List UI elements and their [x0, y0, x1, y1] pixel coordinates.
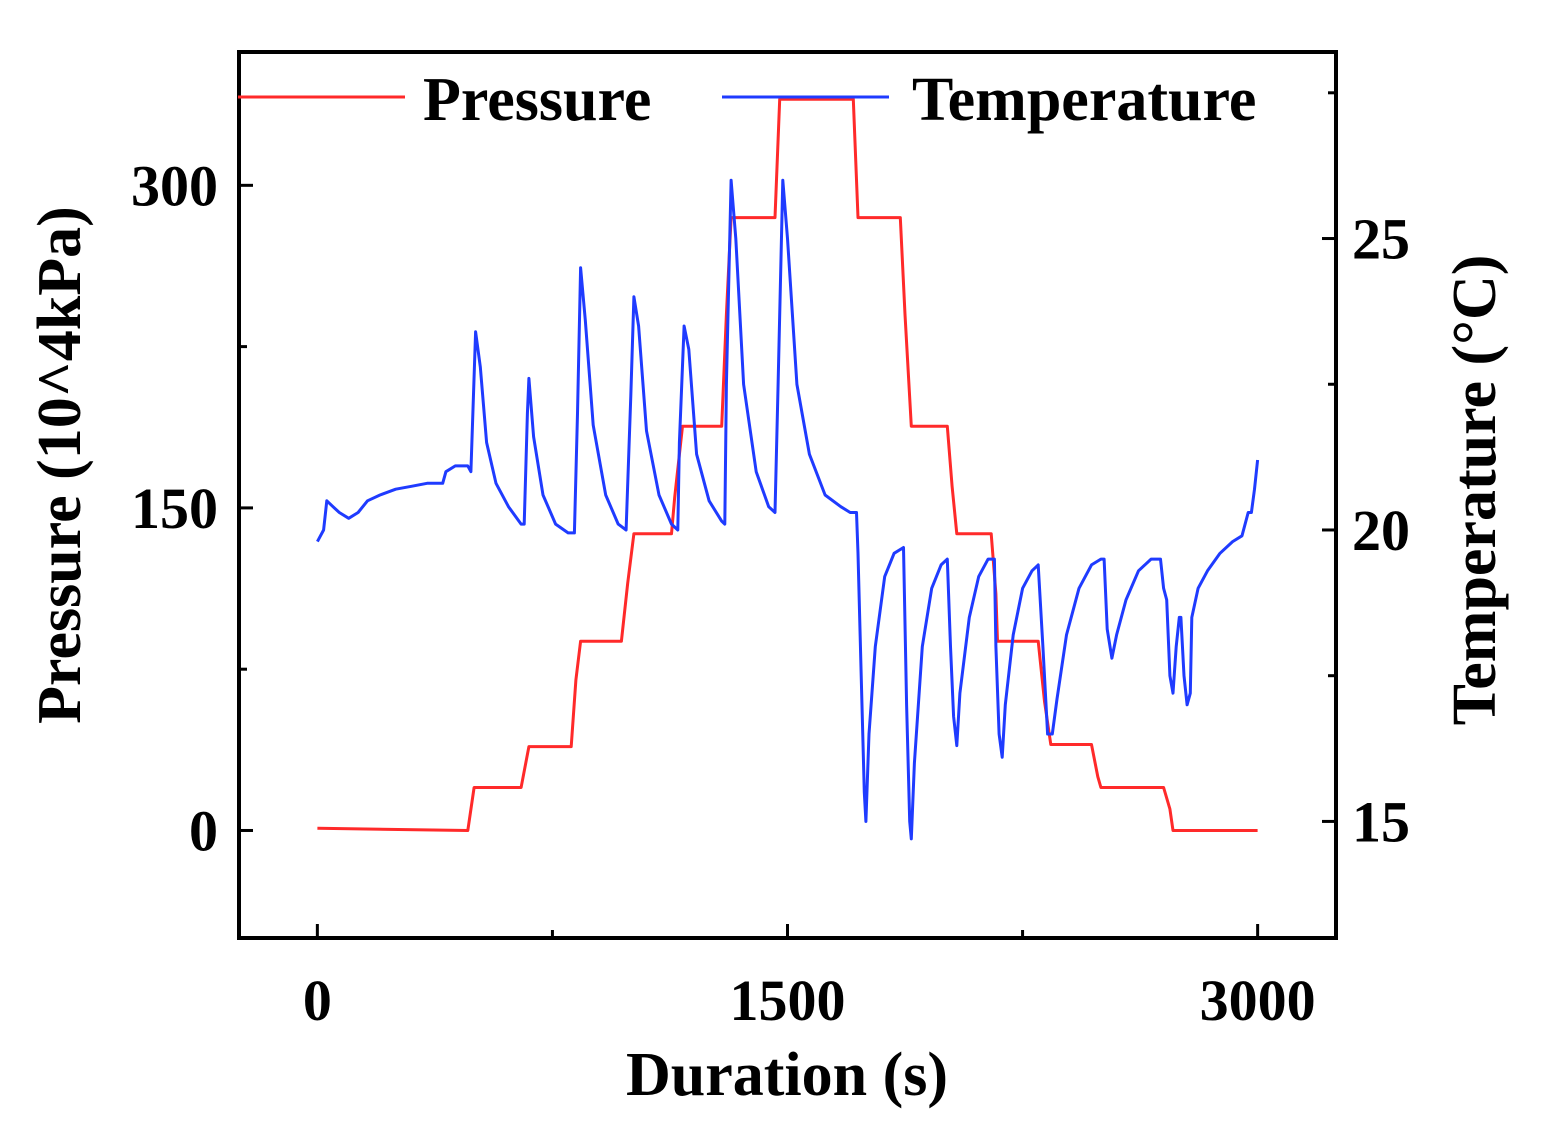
x-axis-ticks	[315, 924, 1260, 938]
right-y-tick-label: 20	[1352, 498, 1410, 563]
plot-frame	[237, 50, 1338, 940]
right-y-axis-title: Temperature (°C)	[1441, 255, 1509, 726]
right-y-axis-ticks	[1322, 91, 1336, 823]
x-tick-label: 3000	[1200, 968, 1316, 1033]
x-axis-title: Duration (s)	[626, 1041, 948, 1109]
right-y-axis-tick-labels: 15 20 25	[1352, 207, 1410, 855]
left-y-tick-label: 300	[131, 153, 218, 218]
temperature-series-line	[316, 178, 1260, 841]
left-y-tick-label: 150	[131, 476, 218, 541]
x-axis-tick-labels: 0 1500 3000	[303, 968, 1316, 1033]
x-tick-label: 0	[303, 968, 332, 1033]
left-y-axis-ticks	[239, 183, 253, 832]
legend: Pressure Temperature	[238, 66, 1256, 134]
right-y-tick-label: 25	[1352, 207, 1410, 272]
x-tick-label: 1500	[730, 968, 846, 1033]
pressure-series-line	[317, 97, 1258, 832]
left-y-axis-title: Pressure (10^4kPa)	[26, 206, 94, 724]
legend-temperature-label: Temperature	[912, 66, 1256, 134]
left-y-tick-label: 0	[189, 798, 218, 863]
left-y-axis-tick-labels: 0 150 300	[131, 153, 218, 863]
right-y-tick-label: 15	[1352, 789, 1410, 854]
legend-pressure-label: Pressure	[423, 66, 651, 134]
